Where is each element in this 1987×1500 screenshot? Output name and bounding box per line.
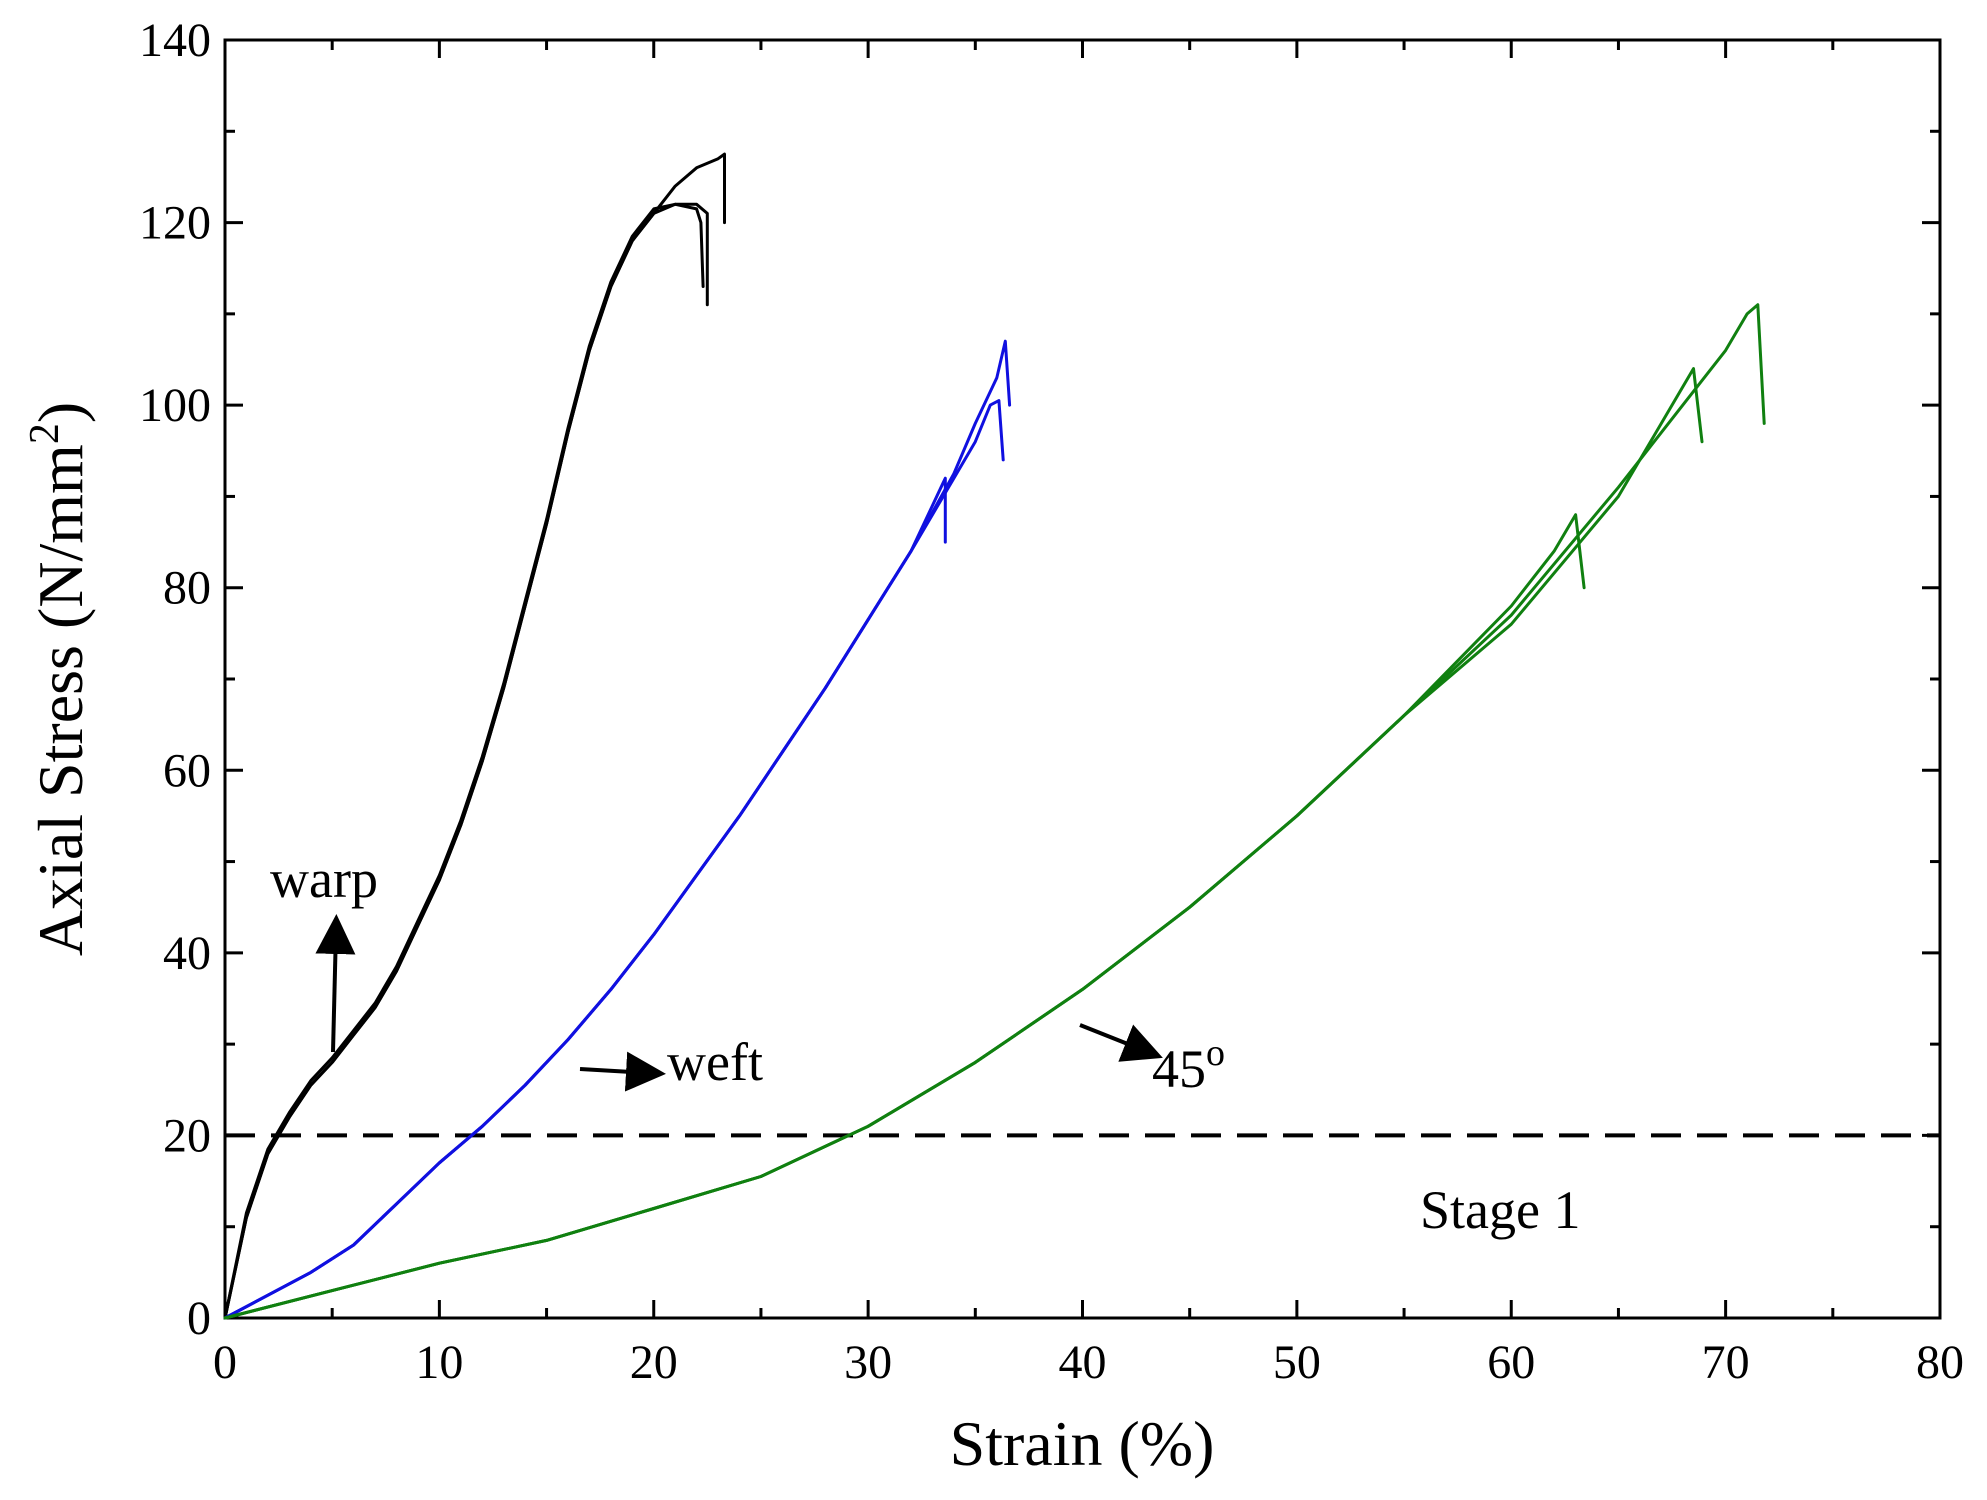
series-line-45deg-1 — [223, 513, 1586, 1320]
deg45-label: 45o — [1152, 1032, 1225, 1099]
y-tick-label: 120 — [139, 197, 211, 250]
y-tick-label: 80 — [163, 562, 211, 615]
y-tick-label: 140 — [139, 14, 211, 67]
x-tick-label: 60 — [1487, 1336, 1535, 1389]
x-tick-label: 40 — [1059, 1336, 1107, 1389]
x-tick-label: 70 — [1702, 1336, 1750, 1389]
y-axis-title-superscript: 2 — [22, 423, 68, 444]
x-tick-label: 10 — [415, 1336, 463, 1389]
weft-label: weft — [667, 1032, 763, 1092]
x-tick-label: 20 — [630, 1336, 678, 1389]
series-line-45deg-3 — [223, 303, 1766, 1320]
y-tick-label: 60 — [163, 744, 211, 797]
x-tick-label: 50 — [1273, 1336, 1321, 1389]
y-axis-title: Axial Stress (N/mm2) — [22, 402, 96, 956]
series-line-warp-2 — [223, 202, 705, 1320]
stage-1-label: Stage 1 — [1420, 1180, 1580, 1240]
y-tick-label: 20 — [163, 1109, 211, 1162]
weft-arrow — [579, 1051, 666, 1092]
deg45-label-base: 45 — [1152, 1039, 1206, 1099]
x-tick-label: 80 — [1916, 1336, 1964, 1389]
x-tick-label: 0 — [213, 1336, 237, 1389]
y-axis-title-main: Axial Stress (N/mm — [25, 444, 96, 956]
y-tick-label: 0 — [187, 1292, 211, 1345]
deg45-arrow — [1079, 1023, 1163, 1062]
warp-label: warp — [270, 849, 378, 909]
deg45-label-superscript: o — [1206, 1032, 1225, 1074]
x-axis-title: Strain (%) — [950, 1408, 1215, 1479]
series-line-45deg-2 — [223, 367, 1704, 1320]
series-line-warp-1 — [223, 202, 709, 1320]
warp-arrow — [315, 914, 356, 1053]
y-tick-label: 100 — [139, 379, 211, 432]
series-line-weft-3 — [223, 339, 1012, 1320]
series-line-warp-3 — [223, 152, 726, 1320]
y-axis-title-tail: ) — [25, 402, 96, 423]
x-tick-label: 30 — [844, 1336, 892, 1389]
y-tick-label: 40 — [163, 927, 211, 980]
